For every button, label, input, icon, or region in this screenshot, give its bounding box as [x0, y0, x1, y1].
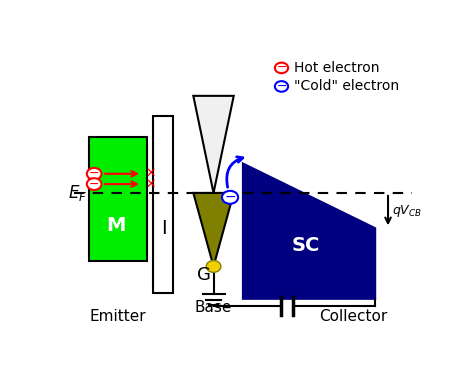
Text: Hot electron: Hot electron — [294, 61, 380, 75]
Circle shape — [87, 178, 101, 190]
Text: ✕: ✕ — [145, 167, 155, 180]
Text: $qV_{CB}$: $qV_{CB}$ — [392, 202, 422, 219]
Circle shape — [275, 81, 288, 92]
Text: Collector: Collector — [319, 309, 387, 324]
Text: −: − — [276, 80, 287, 93]
Text: Emitter: Emitter — [90, 309, 146, 324]
Text: "Cold" electron: "Cold" electron — [294, 79, 400, 94]
Ellipse shape — [206, 261, 221, 272]
Circle shape — [275, 63, 288, 73]
Polygon shape — [193, 96, 234, 193]
Circle shape — [222, 191, 238, 204]
Text: $E_F$: $E_F$ — [68, 183, 88, 203]
Text: G: G — [197, 266, 211, 284]
Bar — [89, 137, 147, 261]
Text: Base: Base — [195, 300, 232, 315]
Bar — [153, 117, 173, 293]
Text: SC: SC — [291, 236, 319, 255]
Circle shape — [87, 168, 101, 180]
Text: M: M — [107, 216, 126, 235]
Text: I: I — [161, 219, 167, 238]
Text: −: − — [224, 190, 236, 204]
Text: −: − — [276, 62, 287, 74]
Polygon shape — [243, 163, 375, 299]
Polygon shape — [193, 193, 234, 267]
Text: −: − — [89, 178, 100, 191]
Text: −: − — [89, 167, 100, 180]
Text: ✕: ✕ — [145, 178, 155, 191]
